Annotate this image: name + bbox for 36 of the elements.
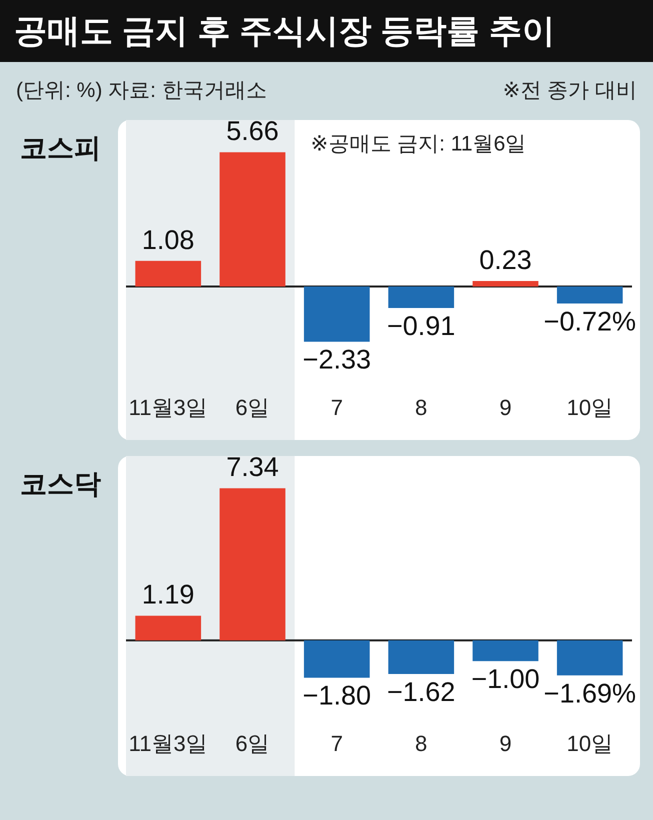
x-tick-label: 7 [330, 394, 343, 420]
data-label: 7.34 [226, 452, 279, 482]
band-label: ※공매도 금지: 11월6일 [310, 132, 526, 156]
chart-title: 공매도 금지 후 주식시장 등락률 추이 [0, 0, 653, 62]
text: (단위: %) 자료: 한국거래소 [16, 78, 267, 104]
data-label: −0.91 [387, 310, 456, 341]
x-tick-label: 11월3일 [128, 730, 208, 756]
x-tick-label: 9 [499, 730, 512, 756]
bar [304, 286, 370, 342]
chart-subtitle: 코스닥 [19, 468, 102, 501]
data-label: −2.33 [302, 344, 371, 375]
bar [135, 260, 202, 286]
x-tick-label: 8 [415, 730, 428, 756]
bar [220, 152, 286, 286]
data-label: 1.19 [142, 580, 194, 610]
data-label: −1.80 [302, 680, 371, 711]
data-label: 5.66 [226, 116, 279, 146]
x-tick-label: 11월3일 [128, 394, 208, 420]
data-label: 1.08 [142, 224, 194, 255]
data-label: −0.72% [544, 306, 636, 336]
data-label: 0.23 [479, 244, 532, 275]
chart-subtitle: 코스피 [19, 132, 102, 165]
x-tick-label: 10일 [566, 730, 614, 756]
x-tick-label: 6일 [235, 730, 270, 756]
data-label: −1.00 [471, 664, 540, 694]
x-tick-label: 8 [415, 394, 428, 420]
bar [388, 286, 454, 308]
data-label: −1.62 [387, 676, 456, 707]
data-label: −1.69% [544, 678, 636, 708]
x-tick-label: 7 [330, 730, 343, 756]
text: ※전 종가 대비 [502, 78, 637, 104]
x-tick-label: 6일 [235, 394, 270, 420]
x-tick-label: 10일 [566, 394, 614, 420]
bar [472, 280, 538, 286]
x-tick-label: 9 [499, 394, 512, 420]
bar [556, 286, 623, 304]
